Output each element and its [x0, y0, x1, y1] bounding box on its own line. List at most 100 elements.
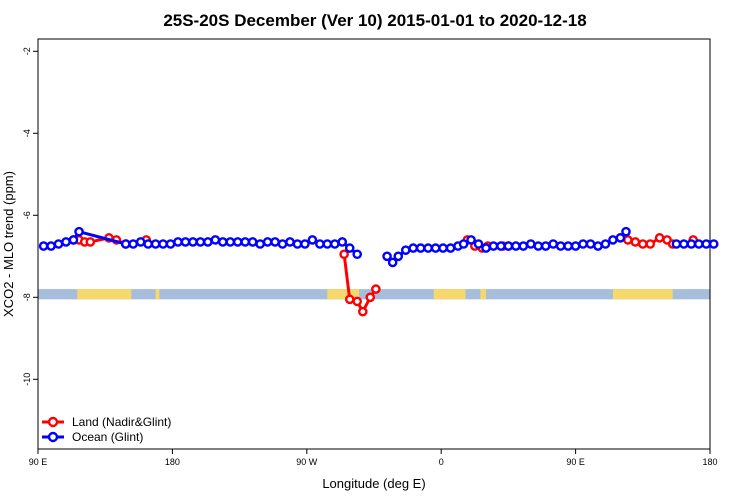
y-tick-label: -8 [22, 293, 32, 301]
data-point [143, 239, 153, 249]
data-point [337, 237, 348, 247]
land-band-segment [612, 289, 673, 300]
data-point [526, 239, 536, 249]
data-point [503, 241, 514, 251]
y-tick-label: -10 [22, 373, 32, 386]
data-point [645, 239, 656, 249]
x-tick-label: 90 W [296, 457, 318, 467]
land-band-segment [77, 289, 132, 300]
data-point [262, 237, 273, 247]
data-point [570, 241, 581, 251]
data-point [270, 237, 280, 247]
data-point [195, 237, 206, 247]
series-ocean [38, 226, 719, 268]
y-tick-label: -6 [22, 211, 32, 219]
legend-label: Ocean (Glint) [72, 430, 143, 444]
data-point [608, 235, 618, 245]
data-point [307, 235, 318, 245]
data-point [173, 237, 183, 247]
data-point [165, 239, 176, 249]
data-point [623, 235, 633, 245]
x-tick-label: 180 [702, 457, 717, 467]
data-point [563, 241, 573, 251]
data-point [585, 239, 596, 249]
data-point [694, 239, 704, 249]
y-axis: -2 -4 -6 -8 -10 [22, 47, 38, 386]
data-point [615, 233, 626, 243]
y-axis-label: XCO2 - MLO trend (ppm) [1, 171, 16, 317]
data-point [365, 292, 376, 303]
data-point [46, 241, 56, 251]
data-point [158, 239, 168, 249]
data-point [548, 239, 559, 249]
data-point [621, 226, 631, 237]
data-point [85, 237, 96, 247]
data-point [600, 239, 611, 249]
data-point [53, 239, 64, 249]
data-point [352, 249, 363, 260]
legend: Land (Nadir&Glint)Ocean (Glint) [42, 415, 171, 444]
data-point [247, 237, 258, 247]
data-point [679, 239, 689, 249]
data-point [400, 245, 411, 255]
data-point [180, 237, 191, 247]
data-point [329, 239, 340, 249]
data-point [371, 284, 381, 294]
data-point [300, 239, 310, 249]
x-tick-label: 90 E [566, 457, 585, 467]
data-point [38, 241, 49, 251]
data-point [481, 243, 491, 253]
plot-area [37, 38, 719, 450]
data-point [555, 241, 566, 251]
data-point [255, 239, 265, 249]
data-point [225, 237, 236, 247]
land-band-segment [433, 289, 466, 300]
land-band-segment [480, 289, 486, 300]
data-point [150, 239, 161, 249]
data-point [344, 294, 355, 305]
data-point [408, 243, 419, 253]
land-band-segment [155, 289, 160, 300]
series-layer [38, 226, 719, 317]
data-point [344, 243, 355, 253]
data-point [322, 239, 333, 249]
data-point [466, 235, 476, 245]
data-point [315, 239, 325, 249]
data-point [277, 239, 288, 249]
data-point [671, 239, 682, 249]
data-point [578, 239, 588, 249]
data-point [473, 239, 484, 249]
data-point [415, 243, 426, 253]
legend-label: Land (Nadir&Glint) [72, 415, 171, 429]
y-tick-label: -4 [22, 129, 32, 137]
data-point [708, 239, 719, 249]
data-point [382, 251, 392, 262]
data-point [423, 243, 433, 253]
legend-marker [47, 416, 59, 428]
data-point [654, 233, 665, 243]
data-point [135, 237, 146, 247]
data-point [188, 237, 198, 247]
data-point [518, 241, 529, 251]
data-point [701, 239, 712, 249]
data-point [686, 239, 697, 249]
legend-marker [47, 431, 59, 443]
data-point [240, 237, 250, 247]
data-point [217, 237, 228, 247]
x-axis-label: Longitude (deg E) [322, 476, 425, 491]
x-tick-label: 0 [439, 457, 444, 467]
data-point [630, 237, 641, 247]
x-tick-label: 180 [165, 457, 180, 467]
data-point [352, 296, 363, 307]
data-point [593, 241, 603, 251]
data-point [496, 241, 506, 251]
data-point [540, 241, 551, 251]
x-axis: 90 E 180 90 W 0 90 E 180 [29, 449, 718, 467]
data-point [458, 239, 469, 249]
data-point [387, 257, 398, 268]
y-tick-label: -2 [22, 47, 32, 55]
data-point [210, 235, 221, 245]
chart-title: 25S-20S December (Ver 10) 2015-01-01 to … [163, 11, 586, 30]
data-point [488, 241, 499, 251]
